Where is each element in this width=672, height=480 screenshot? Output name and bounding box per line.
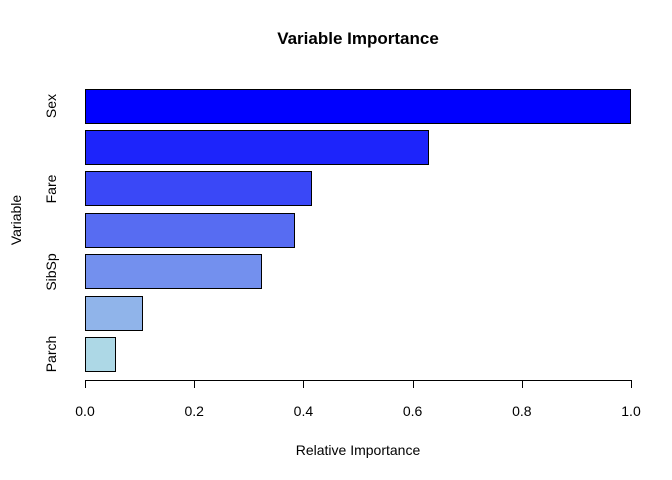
y-tick-label-sibsp: SibSp <box>43 252 59 291</box>
bar-fare <box>85 171 312 207</box>
x-tick-mark <box>631 381 632 388</box>
y-tick-label-parch: Parch <box>43 336 59 373</box>
x-axis-line <box>85 380 632 381</box>
x-tick-mark <box>85 381 86 388</box>
chart-title: Variable Importance <box>277 29 439 48</box>
x-tick-mark <box>412 381 414 388</box>
y-axis-title: Variable <box>8 194 24 246</box>
bar-rank-4 <box>85 212 296 248</box>
x-axis-title: Relative Importance <box>295 442 421 458</box>
x-tick-label: 0.4 <box>293 403 314 419</box>
x-tick-label: 0.2 <box>184 403 204 419</box>
x-tick-mark <box>521 381 523 388</box>
bar-sibsp <box>85 254 263 290</box>
bar-sex <box>85 88 631 124</box>
x-tick-mark <box>194 381 196 388</box>
bar-rank-2 <box>85 129 429 165</box>
bar-rank-6 <box>85 295 144 331</box>
x-tick-label: 0.8 <box>512 403 532 419</box>
y-tick-label-sex: Sex <box>43 93 59 119</box>
x-tick-label: 0.0 <box>75 403 95 419</box>
x-tick-label: 0.6 <box>402 403 423 419</box>
x-tick-label: 1.0 <box>621 403 641 419</box>
bar-parch <box>85 336 117 372</box>
y-tick-label-fare: Fare <box>43 174 59 204</box>
x-tick-mark <box>303 381 305 388</box>
